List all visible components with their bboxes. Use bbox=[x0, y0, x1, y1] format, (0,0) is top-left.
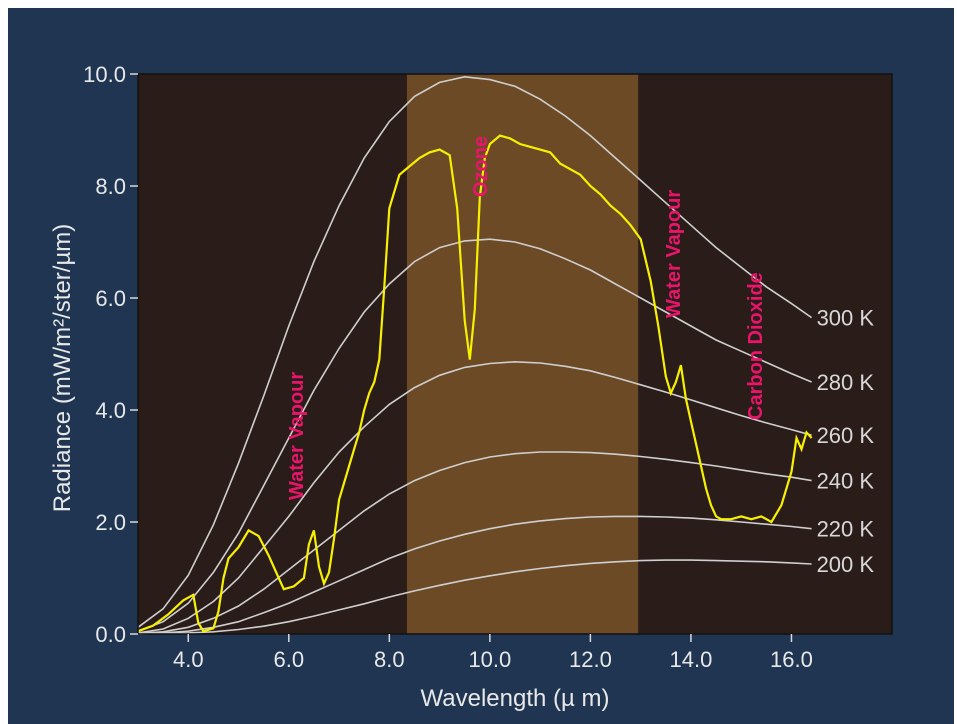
annotation-water-vapour-left: Water Vapour bbox=[286, 372, 308, 500]
x-axis-ticks: 4.0 6.0 8.0 10.0 12.0 14.0 16.0 bbox=[173, 634, 813, 672]
annotation-water-vapour-right: Water Vapour bbox=[663, 190, 685, 318]
y-tick-label: 6.0 bbox=[95, 286, 126, 311]
blackbody-curve-260k bbox=[137, 360, 812, 634]
x-tick-label: 4.0 bbox=[173, 647, 204, 672]
temperature-label-220k: 220 K bbox=[817, 517, 875, 542]
temperature-label-280k: 280 K bbox=[817, 370, 875, 395]
atmospheric-window-band bbox=[406, 74, 639, 634]
blackbody-curve-200k bbox=[137, 559, 812, 635]
x-tick-label: 12.0 bbox=[569, 647, 612, 672]
y-axis-title: Radiance (mW/m²/ster/µm) bbox=[49, 224, 76, 513]
x-tick-label: 14.0 bbox=[670, 647, 713, 672]
x-tick-label: 10.0 bbox=[468, 647, 511, 672]
temperature-label-240k: 240 K bbox=[817, 469, 875, 494]
annotation-ozone: Ozone bbox=[470, 136, 492, 197]
temperature-label-260k: 260 K bbox=[817, 423, 875, 448]
y-axis-ticks: 0.0 2.0 4.0 6.0 8.0 10.0 bbox=[83, 62, 138, 647]
y-tick-label: 4.0 bbox=[95, 398, 126, 423]
plot-border bbox=[137, 73, 893, 635]
x-axis-title: Wavelength (µ m) bbox=[421, 685, 610, 712]
y-tick-label: 8.0 bbox=[95, 174, 126, 199]
x-tick-label: 8.0 bbox=[374, 647, 405, 672]
temperature-labels: 300 K 280 K 260 K 240 K 220 K 200 K bbox=[817, 306, 875, 577]
x-tick-label: 16.0 bbox=[770, 647, 813, 672]
annotation-carbon-dioxide: Carbon Dioxide bbox=[745, 272, 767, 420]
temperature-label-300k: 300 K bbox=[817, 306, 875, 331]
temperature-label-200k: 200 K bbox=[817, 552, 875, 577]
y-tick-label: 10.0 bbox=[83, 62, 126, 87]
blackbody-curves bbox=[137, 75, 813, 635]
measured-spectrum-line bbox=[137, 134, 813, 633]
y-tick-label: 2.0 bbox=[95, 510, 126, 535]
blackbody-curve-220k bbox=[137, 515, 812, 635]
y-tick-label: 0.0 bbox=[95, 622, 126, 647]
blackbody-curve-240k bbox=[137, 451, 812, 635]
blackbody-curve-300k bbox=[137, 75, 813, 628]
x-tick-label: 6.0 bbox=[274, 647, 305, 672]
